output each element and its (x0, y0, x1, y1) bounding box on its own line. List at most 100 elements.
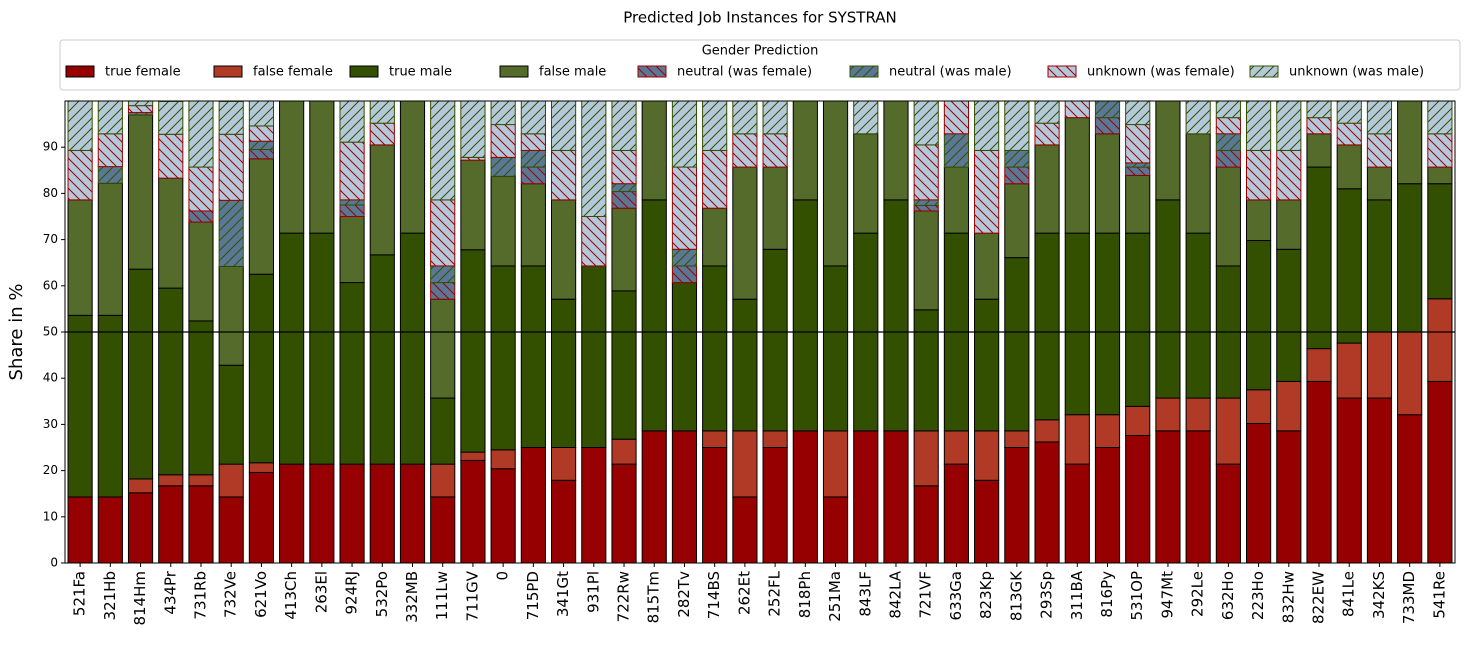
bar-segment (1306, 380, 1332, 564)
legend-label: true male (389, 65, 452, 80)
bar-segment (913, 100, 939, 146)
x-tick-label: 262Et (735, 571, 753, 615)
bar-segment (1276, 430, 1302, 564)
bar-segment (853, 100, 879, 135)
bar-segment (1336, 144, 1362, 190)
bar-segment (732, 100, 758, 135)
y-tick-label: 50 (43, 325, 58, 339)
x-tick-label: 947Mt (1158, 571, 1176, 619)
legend-title: Gender Prediction (702, 44, 819, 59)
bar-segment (1185, 232, 1211, 399)
y-tick-label: 10 (43, 509, 58, 523)
bar-segment (1246, 389, 1272, 424)
bar-segment (1064, 232, 1090, 416)
bar-segment (792, 430, 818, 564)
bar-segment (1276, 100, 1302, 151)
bar-segment (67, 149, 93, 201)
legend-label: neutral (was female) (677, 65, 812, 80)
bar-segment (127, 114, 154, 270)
bar-segment (1185, 133, 1211, 234)
bar-segment (551, 199, 577, 300)
bar-segment (218, 199, 244, 267)
bar-segment (248, 140, 274, 151)
bar-segment (188, 221, 214, 322)
bar-segment (792, 100, 818, 201)
bar-segment (279, 232, 305, 465)
bar-segment (1427, 380, 1453, 564)
x-tick-label: 263El (312, 571, 330, 613)
y-tick-label: 40 (43, 371, 58, 385)
bar-segment (1034, 144, 1060, 234)
x-tick-label: 813GK (1007, 570, 1025, 621)
bar-segment (1125, 124, 1151, 164)
bar-segment (913, 210, 939, 311)
bar-segment (1125, 232, 1151, 407)
bar-segment (490, 449, 516, 470)
bar-segment (399, 100, 426, 234)
y-axis-label: Share in % (6, 284, 27, 381)
bar-segment (551, 100, 577, 151)
x-tick-label: 721VF (917, 571, 935, 619)
bar-segment (1034, 122, 1060, 146)
bar-segment (1004, 257, 1030, 432)
bar-segment (822, 100, 849, 267)
chart-title: Predicted Job Instances for SYSTRAN (623, 9, 897, 27)
bar-segment (1215, 117, 1241, 135)
bar-segment (248, 471, 274, 564)
bar-segment (611, 183, 637, 193)
legend-label: unknown (was female) (1087, 65, 1235, 80)
bar-segment (853, 430, 879, 564)
bar-segment (611, 207, 637, 292)
bar-segment (1397, 331, 1423, 416)
bar-segment (67, 496, 93, 564)
bar-segment (611, 100, 637, 151)
bar-segment (762, 100, 788, 135)
bar-segment (430, 199, 456, 267)
bar-segment (762, 447, 788, 564)
x-tick-label: 311BA (1068, 570, 1086, 620)
bar-segment (732, 298, 758, 432)
bar-segment (218, 265, 244, 366)
bar-segment (1004, 100, 1030, 151)
plot-frame (64, 100, 1456, 564)
bar-segment (671, 166, 698, 250)
bar-segment (339, 199, 365, 206)
bar-segment (1215, 397, 1241, 465)
bar-segment (158, 485, 184, 564)
legend-label: neutral (was male) (889, 65, 1012, 80)
bar-segment (158, 287, 184, 476)
bar-segment (1034, 441, 1060, 564)
bar-segment (883, 199, 909, 432)
bar-segment (490, 156, 516, 177)
x-tick-label: 732Ve (222, 571, 240, 618)
bar-segment (974, 149, 1000, 234)
x-tick-label: 711GV (463, 570, 481, 621)
x-tick-label: 816Py (1098, 571, 1116, 618)
bar-segment (520, 447, 546, 564)
bar-segment (339, 204, 365, 217)
bar-segment (732, 166, 758, 300)
bar-segment (1004, 183, 1030, 259)
bar-segment (1246, 199, 1272, 242)
x-tick-label: 818Ph (796, 571, 814, 618)
x-tick-label: 823Kp (977, 571, 995, 619)
bar-segment (430, 397, 456, 465)
bar-segment (158, 100, 184, 135)
x-tick-label: 341Gt (554, 571, 572, 617)
bar-segment (1185, 397, 1211, 432)
bar-segment (1427, 183, 1453, 300)
bar-segment (974, 298, 1000, 432)
bar-segment (67, 314, 93, 498)
bar-segment (702, 430, 728, 449)
bar-segment (430, 496, 456, 564)
bar-segment (702, 149, 728, 209)
bar-segment (490, 100, 516, 126)
bar-segment (1094, 100, 1121, 119)
bar-segment (1246, 100, 1272, 151)
bar-segment (671, 430, 698, 564)
x-tick-label: 292Le (1189, 571, 1207, 617)
x-tick-label: 832Hw (1279, 571, 1297, 623)
bar-segment (1215, 133, 1241, 151)
bar-segment (974, 430, 1000, 481)
bar-segment (1336, 100, 1362, 124)
